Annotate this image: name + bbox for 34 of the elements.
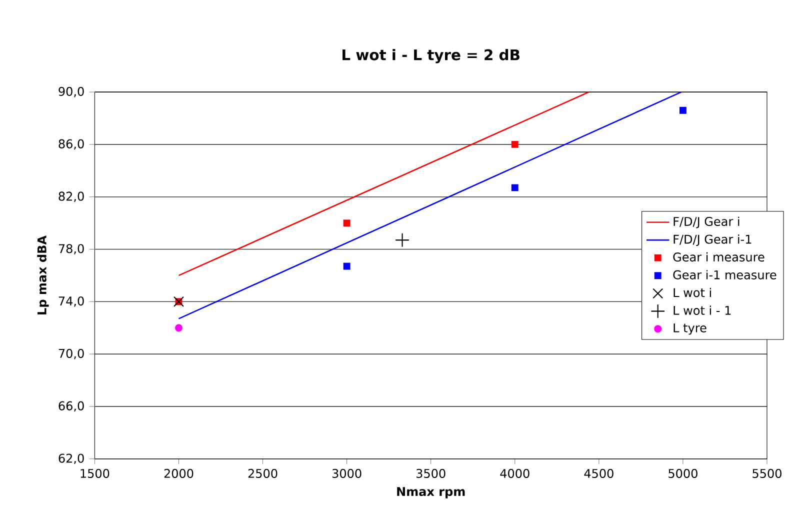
legend-label: L tyre (674, 323, 706, 335)
y-tick-label: 86,0 (58, 139, 84, 150)
x-tick-label: 2500 (248, 468, 278, 478)
x-tick-label: 3500 (416, 468, 446, 478)
x-tick-label: 1500 (80, 468, 110, 478)
point (511, 140, 518, 148)
legend-label: L wot i - 1 (674, 306, 731, 315)
legend-label: Gear i measure (673, 252, 764, 262)
x-tick-label: 5000 (668, 468, 698, 478)
point (395, 232, 410, 248)
legend-label: F/D/J Gear i (674, 216, 740, 228)
x-tick-label: 2000 (164, 468, 194, 478)
legend-label: L wot i (674, 288, 711, 298)
y-axis-title: Lp max dBA (37, 235, 49, 314)
y-tick-label: 74,0 (58, 296, 84, 307)
point (343, 262, 350, 270)
point (175, 324, 182, 332)
y-tick-label: 70,0 (58, 348, 84, 360)
y-tick-label: 90,0 (58, 86, 84, 98)
legend-label: Gear i-1 measure (673, 270, 776, 280)
chart-title: L wot i - L tyre = 2 dB (342, 48, 520, 64)
point (343, 219, 350, 226)
y-tick-label: 66,0 (58, 401, 84, 412)
y-tick-label: 82,0 (58, 192, 84, 202)
x-tick-label: 4000 (500, 468, 530, 478)
y-tick-label: 78,0 (58, 244, 84, 254)
legend-label: F/D/J Gear i-1 (674, 234, 752, 246)
x-tick-label: 5500 (752, 468, 782, 478)
point (679, 106, 686, 114)
point (511, 184, 518, 192)
x-tick-label: 3000 (332, 468, 362, 478)
y-tick-label: 62,0 (58, 454, 84, 464)
x-tick-label: 4500 (584, 468, 614, 478)
x-axis-title: Nmax rpm (397, 487, 465, 498)
